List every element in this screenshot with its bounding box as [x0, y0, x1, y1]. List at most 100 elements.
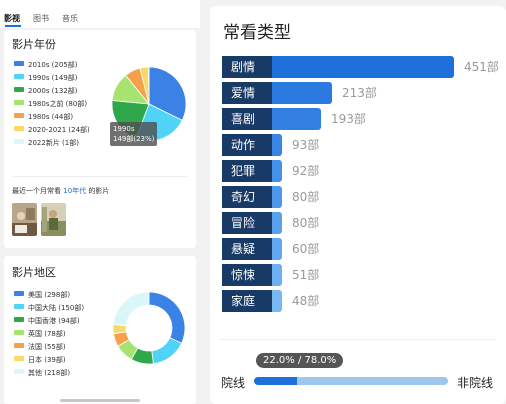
region-legend-item[interactable]: 法国 (55部)	[14, 342, 66, 352]
genre-bar-label: 爱情	[231, 86, 256, 100]
region-donut-slice[interactable]	[112, 291, 150, 327]
card-divider	[220, 339, 496, 340]
split-percent-pill: 22.0% / 78.0%	[256, 353, 344, 368]
legend-swatch	[14, 126, 24, 131]
region-legend-item[interactable]: 英国 (78部)	[14, 329, 66, 339]
genre-bar-count: 451部	[464, 60, 499, 74]
genre-bar-label: 奇幻	[231, 190, 256, 204]
region-legend-item[interactable]: 美国 (298部)	[14, 290, 70, 300]
movie-thumbnail-image	[41, 203, 66, 236]
legend-swatch	[14, 113, 24, 118]
legend-swatch	[14, 100, 24, 105]
year-legend-item[interactable]: 1990s (149部)	[14, 73, 78, 83]
tab-music[interactable]: 音乐	[62, 14, 78, 23]
region-legend-item[interactable]: 其他 (218部)	[14, 368, 70, 378]
tab-books[interactable]: 图书	[33, 14, 49, 23]
movie-thumbnail[interactable]	[41, 203, 66, 236]
legend-swatch	[14, 317, 24, 322]
region-card: 影片地区 美国 (298部) 中国大陆 (150部) 中国香港 (94部) 英国 (7…	[4, 256, 196, 404]
movie-thumbnail-image	[12, 203, 37, 236]
year-legend-item[interactable]: 2010s (205部)	[14, 60, 78, 70]
genre-label-bg	[222, 82, 272, 104]
region-donut-chart[interactable]	[4, 256, 196, 404]
legend-swatch	[14, 369, 24, 374]
legend-label: 英国 (78部)	[28, 330, 66, 338]
legend-swatch	[14, 74, 24, 79]
region-legend-item[interactable]: 中国香港 (94部)	[14, 316, 80, 326]
theater-split-fill	[254, 377, 297, 385]
recent-suffix: 的影片	[86, 187, 110, 195]
legend-label: 法国 (55部)	[28, 343, 66, 351]
genre-card-title: 常看类型	[223, 23, 291, 43]
legend-swatch	[14, 139, 24, 144]
year-pie-slice[interactable]	[148, 66, 187, 121]
genre-bar-label: 惊悚	[231, 268, 256, 282]
region-legend-item[interactable]: 中国大陆 (150部)	[14, 303, 84, 313]
year-card-title: 影片年份	[12, 38, 56, 51]
year-legend-item[interactable]: 2020-2021 (24部)	[14, 125, 90, 135]
year-legend-item[interactable]: 2000s (132部)	[14, 86, 78, 96]
genre-bar-label: 犯罪	[231, 164, 256, 178]
recent-prefix: 最近一个月常看	[12, 187, 64, 195]
legend-label: 1980s (44部)	[28, 113, 74, 121]
pie-tooltip: 1990s 149部(23%)	[110, 122, 158, 146]
recent-watch-text: 最近一个月常看 10年代 的影片	[12, 186, 109, 196]
legend-label: 美国 (298部)	[28, 291, 71, 299]
legend-label: 2010s (205部)	[28, 61, 78, 69]
year-card: 影片年份 2010s (205部) 1990s (149部) 2000s (132部…	[4, 30, 196, 248]
genre-label-bg	[222, 238, 272, 260]
genre-bar-count: 80部	[292, 190, 320, 204]
legend-label: 中国大陆 (150部)	[28, 304, 85, 312]
genre-card: 常看类型 剧情 451部 爱情 213部 喜剧 193部 动作 93部 犯罪 92部 奇幻 80部 冒险…	[210, 6, 506, 404]
genre-bar-count: 213部	[342, 86, 377, 100]
legend-swatch	[14, 87, 24, 92]
theater-label: 院线	[221, 376, 246, 390]
genre-bar-count: 193部	[331, 112, 366, 126]
legend-swatch	[14, 61, 24, 66]
legend-swatch	[14, 304, 24, 309]
year-legend-item[interactable]: 1980s之前 (80部)	[14, 99, 87, 109]
non-theater-label: 非院线	[457, 376, 494, 390]
legend-label: 中国香港 (94部)	[28, 317, 80, 325]
card-divider	[12, 176, 188, 177]
year-legend-item[interactable]: 1980s (44部)	[14, 112, 73, 122]
genre-bar-count: 93部	[292, 138, 320, 152]
recent-decade-link[interactable]: 10年代	[63, 187, 87, 195]
genre-label-bg	[222, 290, 272, 312]
legend-swatch	[14, 291, 24, 296]
genre-bar-count: 51部	[292, 268, 320, 282]
legend-swatch	[14, 330, 24, 335]
pie-tooltip-title: 1990s	[113, 125, 135, 133]
genre-bar-count: 60部	[292, 242, 320, 256]
genre-bar-count: 80部	[292, 216, 320, 230]
legend-label: 其他 (218部)	[28, 369, 71, 377]
scrollbar[interactable]	[60, 399, 140, 402]
legend-swatch	[14, 356, 24, 361]
legend-label: 1990s (149部)	[28, 74, 78, 82]
genre-bar-label: 冒险	[231, 216, 256, 230]
region-legend-item[interactable]: 日本 (39部)	[14, 355, 66, 365]
genre-bar-label: 悬疑	[231, 242, 256, 256]
tab-movies[interactable]: 影视	[4, 14, 20, 23]
pie-tooltip-value: 149部(23%)	[113, 135, 155, 143]
genre-label-bg	[222, 108, 272, 130]
genre-bar[interactable]	[222, 56, 454, 78]
category-tabs: 影视 图书 音乐	[0, 0, 200, 28]
legend-swatch	[14, 343, 24, 348]
region-card-title: 影片地区	[12, 266, 56, 279]
legend-label: 2000s (132部)	[28, 87, 78, 95]
legend-label: 1980s之前 (80部)	[28, 100, 88, 108]
region-donut-slice[interactable]	[148, 291, 186, 344]
genre-bar-count: 48部	[292, 294, 320, 308]
genre-label-bg	[222, 212, 272, 234]
year-legend-item[interactable]: 2022新片 (1部)	[14, 138, 79, 148]
genre-bar-label: 动作	[231, 138, 256, 152]
movie-thumbnail[interactable]	[12, 203, 37, 236]
genre-label-bg	[222, 134, 272, 156]
legend-label: 2022新片 (1部)	[28, 139, 79, 147]
theater-split-bar	[254, 377, 448, 385]
active-tab-indicator	[5, 25, 21, 27]
genre-label-bg	[222, 186, 272, 208]
genre-bar-label: 家庭	[231, 294, 256, 308]
region-donut-slice[interactable]	[151, 337, 183, 365]
